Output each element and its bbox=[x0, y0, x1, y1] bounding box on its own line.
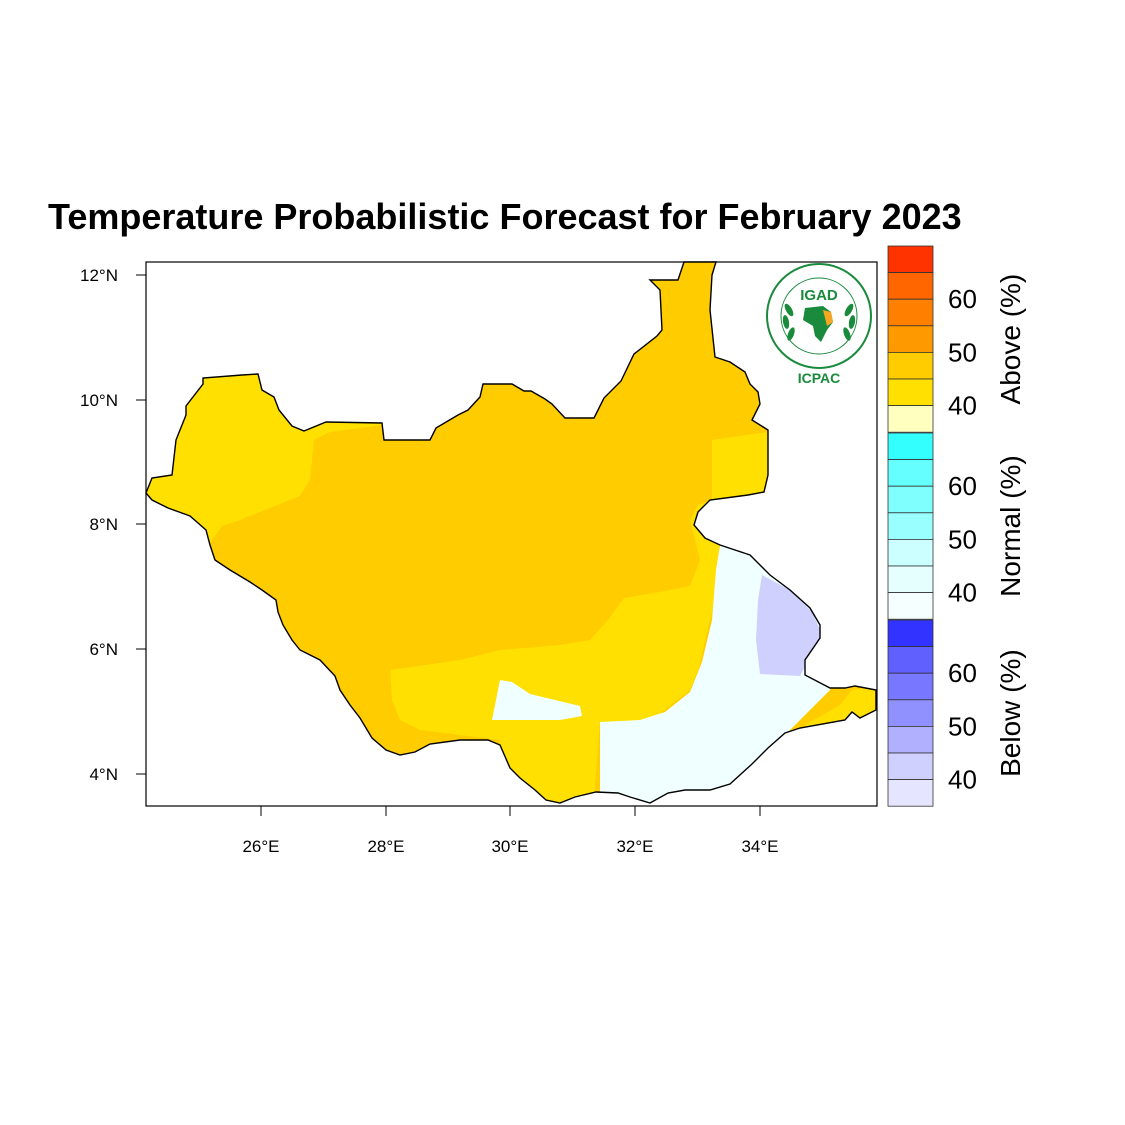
colorbar-group-label: Below (%) bbox=[995, 649, 1026, 777]
region-above-40-east bbox=[712, 432, 772, 500]
laurel-icon bbox=[782, 303, 856, 341]
colorbar-tick-label: 60 bbox=[948, 471, 977, 501]
colorbar-swatch bbox=[887, 672, 934, 701]
colorbar-swatch bbox=[887, 459, 934, 487]
colorbar-swatch bbox=[887, 432, 934, 461]
colorbar-swatch bbox=[887, 592, 934, 620]
colorbar-tick-label: 40 bbox=[948, 578, 977, 608]
colorbar-swatch bbox=[887, 405, 934, 433]
colorbar-swatch bbox=[887, 565, 934, 594]
lat-tick-label: 12°N bbox=[80, 266, 118, 285]
colorbar-swatch bbox=[887, 646, 934, 674]
colorbar-swatch bbox=[887, 512, 934, 540]
lon-tick-label: 34°E bbox=[741, 837, 778, 856]
colorbar-group-label: Normal (%) bbox=[995, 455, 1026, 597]
logo-inner-ring bbox=[780, 277, 858, 355]
logo-igad-text: IGAD bbox=[800, 287, 838, 304]
colorbar-swatch bbox=[887, 539, 934, 567]
colorbar-tick-label: 50 bbox=[948, 711, 977, 741]
region-below-40 bbox=[756, 575, 822, 676]
colorbar-tick-label: 60 bbox=[948, 658, 977, 688]
colorbar-swatch bbox=[887, 726, 934, 754]
latitude-axis: 12°N 10°N 8°N 6°N 4°N bbox=[80, 266, 146, 784]
colorbar-swatch bbox=[887, 779, 934, 807]
colorbar-tick-label: 40 bbox=[948, 765, 977, 795]
colorbar-swatch bbox=[887, 325, 934, 353]
country-border bbox=[145, 261, 877, 804]
lon-tick-label: 30°E bbox=[491, 837, 528, 856]
lat-tick-label: 10°N bbox=[80, 391, 118, 410]
colorbar-tick-label: 50 bbox=[948, 337, 977, 367]
colorbar-swatch bbox=[887, 298, 934, 327]
lat-tick-label: 6°N bbox=[89, 640, 118, 659]
icpac-logo: IGAD bbox=[766, 263, 872, 369]
colorbar-tick-label: 60 bbox=[948, 284, 977, 314]
region-above-40-south bbox=[390, 432, 768, 803]
lon-tick-label: 28°E bbox=[367, 837, 404, 856]
logo-icpac-text: ICPAC bbox=[798, 370, 841, 386]
colorbar-swatch bbox=[887, 378, 934, 407]
colorbar-swatch bbox=[887, 351, 934, 380]
lat-tick-label: 4°N bbox=[89, 765, 118, 784]
colorbar-group-label: Above (%) bbox=[995, 274, 1026, 405]
colorbar-swatch bbox=[887, 752, 934, 781]
colorbar-tick-label: 50 bbox=[948, 524, 977, 554]
colorbar-legend: 60 50 40 Above (%) 60 50 40 Normal (%) 60 50 40 Bel… bbox=[887, 245, 1026, 807]
colorbar-tick-label: 40 bbox=[948, 391, 977, 421]
longitude-axis: 26°E 28°E 30°E 32°E 34°E bbox=[242, 806, 779, 856]
colorbar-swatch bbox=[887, 245, 934, 274]
colorbar-swatch bbox=[887, 272, 934, 300]
lat-tick-label: 8°N bbox=[89, 515, 118, 534]
lon-tick-label: 32°E bbox=[616, 837, 653, 856]
colorbar-swatch bbox=[887, 619, 934, 648]
region-normal-40-south bbox=[492, 680, 582, 720]
map-title: Temperature Probabilistic Forecast for F… bbox=[48, 196, 962, 237]
colorbar-swatch bbox=[887, 485, 934, 514]
lon-tick-label: 26°E bbox=[242, 837, 279, 856]
igad-region-icon bbox=[823, 310, 833, 326]
colorbar-swatch bbox=[887, 699, 934, 727]
